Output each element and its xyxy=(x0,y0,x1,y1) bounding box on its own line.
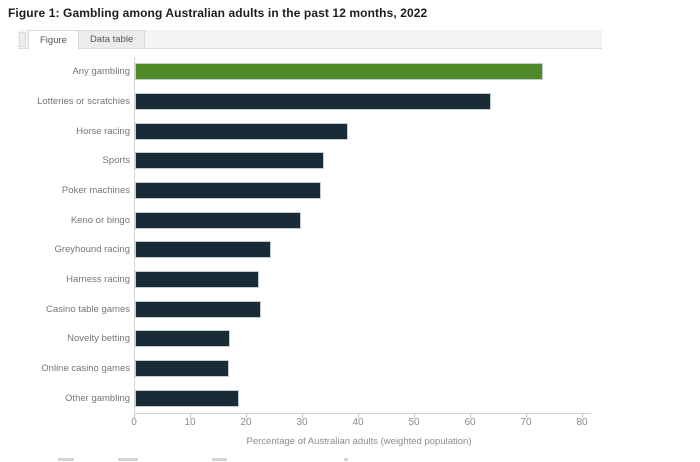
x-tick-label: 80 xyxy=(576,417,588,428)
x-tick-label: 30 xyxy=(296,417,308,428)
category-label: Other gambling xyxy=(65,392,130,404)
bar-row: Poker machines xyxy=(30,176,590,206)
category-label: Keno or bingo xyxy=(70,214,130,226)
category-label: Casino table games xyxy=(46,303,130,315)
bar-horse-racing[interactable] xyxy=(135,122,348,140)
x-tick-mark xyxy=(470,414,471,418)
tab-figure[interactable]: Figure xyxy=(28,30,79,49)
category-label: Sports xyxy=(102,155,130,167)
bar-row: Sports xyxy=(30,146,590,176)
x-tick-label: 40 xyxy=(352,417,364,428)
category-label: Poker machines xyxy=(61,185,130,197)
x-tick-label: 50 xyxy=(408,417,420,428)
clipped-caption-fragment xyxy=(58,458,74,461)
bar-row: Other gambling xyxy=(30,383,590,413)
bar-row: Any gambling xyxy=(30,57,590,87)
bar-novelty-betting[interactable] xyxy=(135,330,230,348)
x-tick-mark xyxy=(134,414,135,418)
bar-row: Novelty betting xyxy=(30,324,590,354)
x-tick-mark xyxy=(246,414,247,418)
bar-row: Harness racing xyxy=(30,265,590,295)
x-tick-label: 20 xyxy=(240,417,252,428)
category-label: Any gambling xyxy=(72,66,130,78)
clipped-caption-fragment xyxy=(118,458,138,461)
x-tick-mark xyxy=(526,414,527,418)
category-label: Harness racing xyxy=(66,274,130,286)
category-label: Greyhound racing xyxy=(54,244,130,256)
x-tick-mark xyxy=(582,414,583,418)
x-tick-mark xyxy=(302,414,303,418)
tab-data-table[interactable]: Data table xyxy=(78,30,146,48)
x-tick-label: 60 xyxy=(464,417,476,428)
clipped-caption-fragment xyxy=(344,458,348,461)
category-label: Lotteries or scratchies xyxy=(37,96,130,107)
x-tick-label: 0 xyxy=(131,417,137,428)
tab-data-table-label: Data table xyxy=(89,34,134,45)
bar-row: Horse racing xyxy=(30,116,590,146)
page-title: Figure 1: Gambling among Australian adul… xyxy=(8,6,428,20)
category-label: Horse racing xyxy=(76,125,130,137)
x-tick-mark xyxy=(414,414,415,418)
bar-row: Keno or bingo xyxy=(30,205,590,235)
bar-row: Lotteries or scratchies xyxy=(30,87,590,117)
bar-row: Online casino games xyxy=(30,354,590,384)
bar-keno-or-bingo[interactable] xyxy=(135,211,302,229)
category-label: Online casino games xyxy=(41,363,130,375)
tab-strip-notch xyxy=(19,32,26,47)
x-tick-mark xyxy=(358,414,359,418)
bar-chart: Any gambling Lotteries or scratchies Horse… xyxy=(30,57,590,413)
x-axis-title: Percentage of Australian adults (weighte… xyxy=(246,436,472,447)
bar-greyhound-racing[interactable] xyxy=(135,241,272,259)
x-axis-line xyxy=(134,413,591,414)
bar-any-gambling[interactable] xyxy=(135,63,543,81)
bar-sports[interactable] xyxy=(135,152,324,170)
bar-other-gambling[interactable] xyxy=(135,389,240,407)
tab-bar: Figure Data table xyxy=(18,30,602,49)
x-tick-label: 70 xyxy=(520,417,532,428)
bar-online-casino-games[interactable] xyxy=(135,360,229,378)
x-tick-mark xyxy=(190,414,191,418)
bar-row: Greyhound racing xyxy=(30,235,590,265)
bar-casino-table-games[interactable] xyxy=(135,300,261,318)
x-tick-label: 10 xyxy=(184,417,196,428)
bar-lotteries-or-scratchies[interactable] xyxy=(135,93,492,110)
tab-figure-label: Figure xyxy=(40,34,67,46)
category-label: Novelty betting xyxy=(67,333,130,345)
bar-poker-machines[interactable] xyxy=(135,182,322,200)
y-axis-line xyxy=(134,57,135,414)
bar-row: Casino table games xyxy=(30,294,590,324)
bar-harness-racing[interactable] xyxy=(135,271,260,289)
clipped-caption-fragment xyxy=(212,458,227,461)
